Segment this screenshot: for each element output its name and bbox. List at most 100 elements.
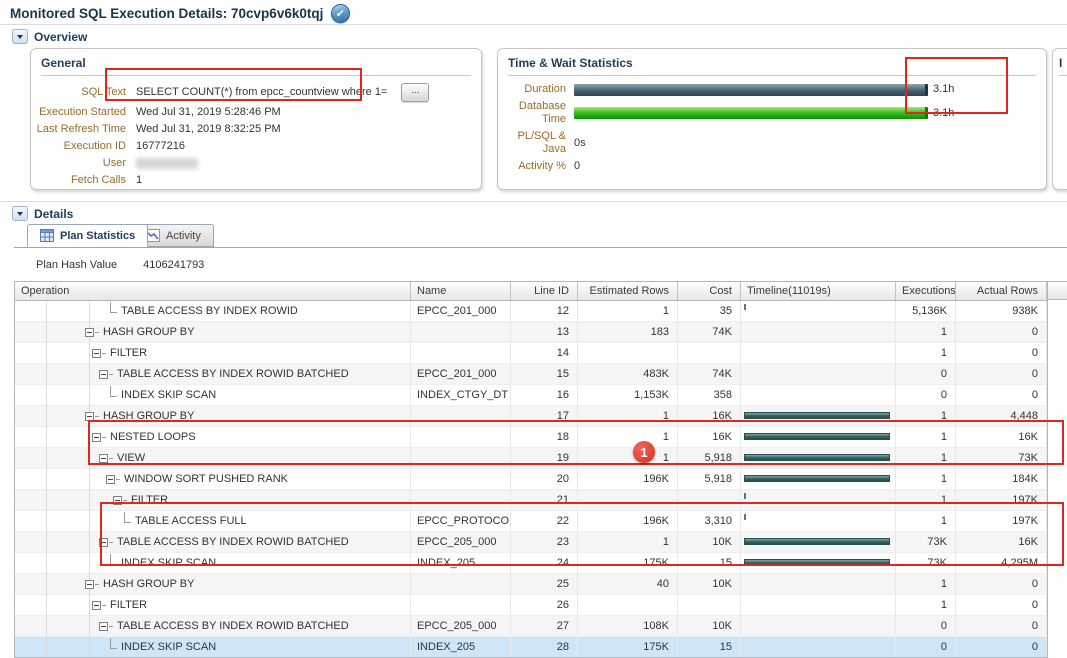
- estimated-rows-cell: 196K: [578, 511, 678, 531]
- plan-table-row[interactable]: TABLE ACCESS BY INDEX ROWID EPCC_201_000…: [15, 301, 1047, 322]
- executions-cell: 1: [896, 427, 956, 447]
- executions-cell: 0: [896, 364, 956, 384]
- collapse-node-icon[interactable]: [99, 538, 108, 547]
- table-header-stub: [1048, 281, 1067, 300]
- timeline-cell: [741, 385, 896, 405]
- plsql-java-row: PL/SQL & Java 0s: [498, 130, 1046, 156]
- plan-table-row[interactable]: TABLE ACCESS BY INDEX ROWID BATCHED EPCC…: [15, 616, 1047, 637]
- collapse-node-icon[interactable]: [85, 580, 94, 589]
- operation-cell: INDEX SKIP SCAN: [15, 385, 411, 405]
- timeline-bar: [744, 559, 890, 566]
- cost-cell: [678, 490, 741, 510]
- operation-cell: HASH GROUP BY: [15, 574, 411, 594]
- database-time-bar: [574, 107, 928, 119]
- details-collapse-button[interactable]: [12, 206, 28, 221]
- estimated-rows-cell: 1,153K: [578, 385, 678, 405]
- column-header-line-id[interactable]: Line ID: [511, 282, 578, 300]
- tree-connector: [95, 584, 99, 585]
- actual-rows-cell: 16K: [956, 427, 1047, 447]
- name-cell: INDEX_205: [411, 553, 511, 573]
- collapse-node-icon[interactable]: [106, 475, 115, 484]
- name-cell: INDEX_205: [411, 637, 511, 657]
- last-refresh-time-field: Last Refresh Time Wed Jul 31, 2019 8:32:…: [31, 123, 481, 136]
- column-header-actual-rows[interactable]: Actual Rows: [956, 282, 1047, 300]
- estimated-rows-cell: 40: [578, 574, 678, 594]
- field-label: PL/SQL & Java: [498, 130, 566, 156]
- timeline-bar: [744, 475, 890, 482]
- actual-rows-cell: 197K: [956, 490, 1047, 510]
- operation-label: INDEX SKIP SCAN: [121, 553, 216, 573]
- collapse-node-icon[interactable]: [92, 601, 101, 610]
- plan-table-row[interactable]: FILTER 26 1 0: [15, 595, 1047, 616]
- timeline-cell: [741, 511, 896, 531]
- activity-pct-value: 0: [574, 160, 580, 173]
- column-header-name[interactable]: Name: [411, 282, 511, 300]
- executions-cell: 1: [896, 469, 956, 489]
- operation-label: FILTER: [110, 343, 147, 363]
- estimated-rows-cell: 1: [578, 406, 678, 426]
- executions-cell: 1: [896, 406, 956, 426]
- estimated-rows-cell: 1: [578, 427, 678, 447]
- executions-cell: 73K: [896, 553, 956, 573]
- cost-cell: 35: [678, 301, 741, 321]
- plan-table-row[interactable]: TABLE ACCESS BY INDEX ROWID BATCHED EPCC…: [15, 364, 1047, 385]
- estimated-rows-cell: 175K: [578, 553, 678, 573]
- column-header-executions[interactable]: Executions: [896, 282, 956, 300]
- sql-text-more-button[interactable]: ...: [401, 83, 429, 102]
- collapse-node-icon[interactable]: [85, 328, 94, 337]
- operation-label: TABLE ACCESS BY INDEX ROWID BATCHED: [117, 532, 349, 552]
- plan-table-row[interactable]: FILTER 14 1 0: [15, 343, 1047, 364]
- tree-connector: [116, 479, 120, 480]
- collapse-node-icon[interactable]: [92, 433, 101, 442]
- details-section-title: Details: [34, 207, 73, 221]
- leaf-connector-icon: [110, 638, 117, 649]
- field-label: Duration: [498, 83, 566, 96]
- column-header-cost[interactable]: Cost: [678, 282, 741, 300]
- timeline-tick: [744, 514, 746, 520]
- column-header-estimated-rows[interactable]: Estimated Rows: [578, 282, 678, 300]
- tab-label: Activity: [166, 230, 201, 242]
- plan-table-row[interactable]: HASH GROUP BY 13 183 74K 1 0: [15, 322, 1047, 343]
- plan-table-row[interactable]: HASH GROUP BY 17 1 16K 1 4,448: [15, 406, 1047, 427]
- plan-table-row[interactable]: HASH GROUP BY 25 40 10K 1 0: [15, 574, 1047, 595]
- cost-cell: 15: [678, 553, 741, 573]
- column-header-timeline[interactable]: Timeline(11019s): [741, 282, 896, 300]
- plan-table-row[interactable]: INDEX SKIP SCAN INDEX_205 28 175K 15 0 0: [15, 637, 1047, 658]
- actual-rows-cell: 0: [956, 364, 1047, 384]
- estimated-rows-cell: 483K: [578, 364, 678, 384]
- collapse-node-icon[interactable]: [113, 496, 122, 505]
- duration-bar: [574, 84, 928, 96]
- cost-cell: 358: [678, 385, 741, 405]
- plan-table-row[interactable]: INDEX SKIP SCAN INDEX_CTGY_DT 16 1,153K …: [15, 385, 1047, 406]
- plan-table-row[interactable]: TABLE ACCESS BY INDEX ROWID BATCHED EPCC…: [15, 532, 1047, 553]
- check-circle-icon: ✓: [330, 3, 351, 24]
- plan-table-row[interactable]: TABLE ACCESS FULL EPCC_PROTOCOL_INFO 22 …: [15, 511, 1047, 532]
- timeline-cell: [741, 448, 896, 468]
- actual-rows-cell: 0: [956, 595, 1047, 615]
- timeline-cell: [741, 595, 896, 615]
- overview-collapse-button[interactable]: [12, 29, 28, 44]
- tab-plan-statistics[interactable]: Plan Statistics: [27, 224, 148, 247]
- timeline-cell: [741, 553, 896, 573]
- divider: [0, 201, 1067, 202]
- field-label: Execution ID: [31, 140, 126, 153]
- cost-cell: 16K: [678, 406, 741, 426]
- collapse-node-icon[interactable]: [99, 370, 108, 379]
- plan-table-row[interactable]: VIEW 19 1 5,918 1 73K: [15, 448, 1047, 469]
- page-header: Monitored SQL Execution Details: 70cvp6v…: [10, 4, 350, 23]
- plan-hash-row: Plan Hash Value 4106241793: [36, 259, 204, 271]
- plan-table-row[interactable]: NESTED LOOPS 18 1 16K 1 16K: [15, 427, 1047, 448]
- plan-hash-value: 4106241793: [143, 259, 204, 271]
- collapse-node-icon[interactable]: [85, 412, 94, 421]
- plan-table-row[interactable]: FILTER 21 1 197K: [15, 490, 1047, 511]
- plan-table-row[interactable]: WINDOW SORT PUSHED RANK 20 196K 5,918 1 …: [15, 469, 1047, 490]
- line-id-cell: 24: [511, 553, 578, 573]
- io-panel-title-fragment: I: [1053, 49, 1067, 75]
- timeline-cell: [741, 427, 896, 447]
- collapse-node-icon[interactable]: [99, 454, 108, 463]
- plan-table-row[interactable]: INDEX SKIP SCAN INDEX_205 24 175K 15 73K…: [15, 553, 1047, 574]
- column-header-operation[interactable]: Operation: [15, 282, 411, 300]
- collapse-node-icon[interactable]: [99, 622, 108, 631]
- collapse-node-icon[interactable]: [92, 349, 101, 358]
- io-statistics-panel-fragment: I I: [1052, 48, 1067, 190]
